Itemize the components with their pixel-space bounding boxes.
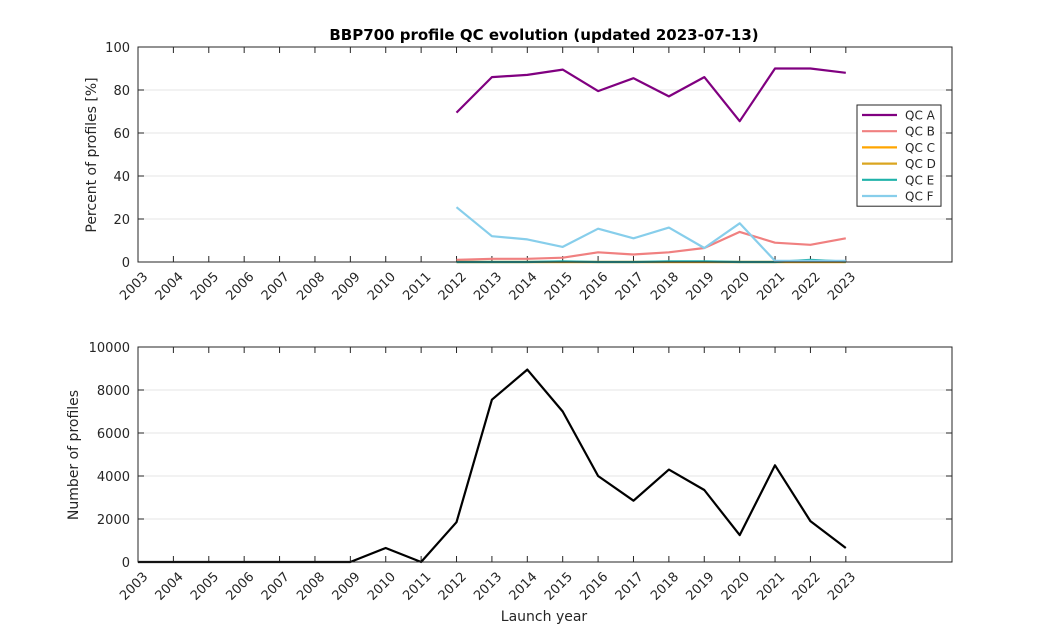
top-x-ticks: 2003 2004 2005 2006 2007 2008 2009 2010 2011 2012… bbox=[117, 47, 859, 304]
legend-label: QC D bbox=[905, 157, 936, 171]
y-tick-label: 80 bbox=[113, 84, 130, 99]
x-tick-label: 2003 bbox=[117, 270, 151, 304]
bottom-series bbox=[138, 368, 847, 564]
x-tick-label: 2015 bbox=[542, 570, 576, 604]
legend-label: QC F bbox=[905, 190, 934, 204]
x-tick-label: 2004 bbox=[153, 270, 187, 304]
y-tick-label: 2000 bbox=[97, 513, 130, 528]
x-tick-label: 2014 bbox=[507, 570, 541, 604]
y-tick-label: 8000 bbox=[97, 384, 130, 399]
top-y-axis-label: Percent of profiles [%] bbox=[84, 77, 100, 232]
x-tick-label: 2006 bbox=[223, 270, 257, 304]
x-tick-label: 2012 bbox=[436, 270, 470, 304]
x-tick-label: 2020 bbox=[719, 570, 753, 604]
y-tick-label: 60 bbox=[113, 127, 130, 142]
series-line-profiles bbox=[138, 368, 847, 564]
x-tick-label: 2018 bbox=[648, 270, 682, 304]
bottom-x-ticks: 2003 2004 2005 2006 2007 2008 2009 2010 2011 2012… bbox=[117, 347, 859, 604]
x-tick-label: 2006 bbox=[223, 570, 257, 604]
legend-label: QC B bbox=[905, 125, 935, 139]
x-tick-label: 2023 bbox=[825, 270, 859, 304]
y-tick-label: 20 bbox=[113, 213, 130, 228]
top-series bbox=[455, 67, 846, 264]
x-tick-label: 2014 bbox=[507, 270, 541, 304]
x-tick-label: 2017 bbox=[613, 570, 647, 604]
x-tick-label: 2021 bbox=[754, 270, 788, 304]
x-tick-label: 2012 bbox=[436, 570, 470, 604]
y-tick-label: 4000 bbox=[97, 470, 130, 485]
x-tick-label: 2003 bbox=[117, 570, 151, 604]
top-plot-area bbox=[137, 46, 953, 263]
bottom-plot-area bbox=[137, 346, 953, 563]
legend-label: QC C bbox=[905, 141, 935, 155]
x-tick-label: 2005 bbox=[188, 270, 222, 304]
x-tick-label: 2016 bbox=[577, 570, 611, 604]
y-tick-label: 10000 bbox=[89, 341, 130, 356]
x-tick-label: 2008 bbox=[294, 270, 328, 304]
series-line-qc-f bbox=[455, 206, 846, 262]
y-tick-label: 40 bbox=[113, 170, 130, 185]
series-line-qc-a bbox=[455, 67, 846, 123]
bottom-y-axis-label: Number of profiles bbox=[66, 390, 82, 520]
legend-label: QC E bbox=[905, 173, 934, 187]
top-grid-lines bbox=[138, 89, 952, 220]
x-tick-label: 2019 bbox=[684, 270, 718, 304]
figure-title: BBP700 profile QC evolution (updated 202… bbox=[329, 26, 758, 44]
x-tick-label: 2015 bbox=[542, 270, 576, 304]
x-tick-label: 2010 bbox=[365, 270, 399, 304]
y-tick-label: 6000 bbox=[97, 427, 130, 442]
x-tick-label: 2022 bbox=[790, 270, 824, 304]
x-tick-label: 2018 bbox=[648, 570, 682, 604]
top-legend: QC A QC B QC C QC D QC E QC F bbox=[856, 104, 942, 207]
bottom-x-axis-label: Launch year bbox=[501, 609, 588, 625]
x-tick-label: 2016 bbox=[577, 270, 611, 304]
x-tick-label: 2020 bbox=[719, 270, 753, 304]
x-tick-label: 2007 bbox=[259, 570, 293, 604]
chart-top: 0 20 40 60 80 100 2003 2004 2005 2006 2007 2008 200… bbox=[84, 41, 953, 304]
x-tick-label: 2013 bbox=[471, 270, 505, 304]
x-tick-label: 2007 bbox=[259, 270, 293, 304]
series-line-qc-b bbox=[456, 230, 846, 261]
x-tick-label: 2011 bbox=[400, 270, 434, 304]
legend-box bbox=[856, 104, 942, 207]
x-tick-label: 2008 bbox=[294, 570, 328, 604]
legend-label: QC A bbox=[905, 109, 936, 123]
y-tick-label: 0 bbox=[122, 256, 130, 271]
x-tick-label: 2011 bbox=[400, 570, 434, 604]
y-tick-label: 100 bbox=[105, 41, 130, 56]
x-tick-label: 2005 bbox=[188, 570, 222, 604]
bottom-grid-lines bbox=[138, 389, 952, 520]
x-tick-label: 2009 bbox=[330, 570, 364, 604]
x-tick-label: 2009 bbox=[330, 270, 364, 304]
bottom-y-ticks: 0 2000 4000 6000 8000 10000 bbox=[89, 341, 952, 571]
x-tick-label: 2013 bbox=[471, 570, 505, 604]
x-tick-label: 2022 bbox=[790, 570, 824, 604]
y-tick-label: 0 bbox=[122, 556, 130, 571]
x-tick-label: 2019 bbox=[684, 570, 718, 604]
x-tick-label: 2023 bbox=[825, 570, 859, 604]
x-tick-label: 2017 bbox=[613, 270, 647, 304]
x-tick-label: 2021 bbox=[754, 570, 788, 604]
x-tick-label: 2010 bbox=[365, 570, 399, 604]
x-tick-label: 2004 bbox=[153, 570, 187, 604]
